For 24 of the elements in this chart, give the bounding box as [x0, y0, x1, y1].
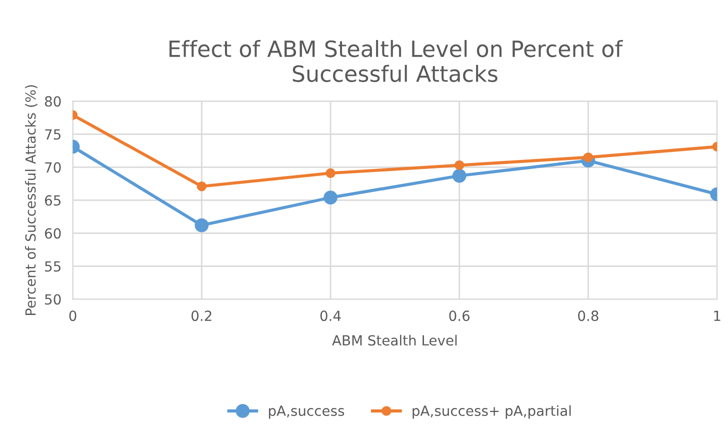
y-tick-label: 80	[44, 96, 61, 107]
point	[196, 181, 207, 192]
x-tick-label: 0.6	[449, 310, 470, 322]
y-tick-label: 75	[45, 129, 60, 140]
legend-label: pA,success+ pA,partial	[412, 405, 571, 419]
x-tick-label: 0.4	[320, 310, 341, 322]
point	[452, 168, 466, 183]
x-tick-label: 0.2	[192, 310, 212, 322]
y-tick-label: 60	[44, 228, 61, 239]
point	[454, 160, 464, 170]
chart-title: Effect of ABM Stealth Level on Percent of Successful Attacks	[170, 40, 623, 82]
point	[324, 190, 338, 205]
y-tick-label: 65	[44, 195, 60, 206]
x-tick-label: 1	[714, 310, 720, 321]
y-tick-label: 50	[45, 294, 61, 305]
x-axis-title: ABM Stealth Level	[332, 334, 457, 346]
x-tick-label: 0	[69, 310, 76, 322]
x-tick-label: 0.8	[578, 310, 598, 322]
point	[326, 168, 336, 178]
point	[194, 218, 209, 232]
y-axis-title: Percent of Successful Attacks (%)	[25, 85, 38, 316]
y-tick-label: 70	[45, 162, 61, 173]
legend-label: pA,success	[268, 406, 344, 419]
y-tick-label: 55	[45, 261, 60, 272]
